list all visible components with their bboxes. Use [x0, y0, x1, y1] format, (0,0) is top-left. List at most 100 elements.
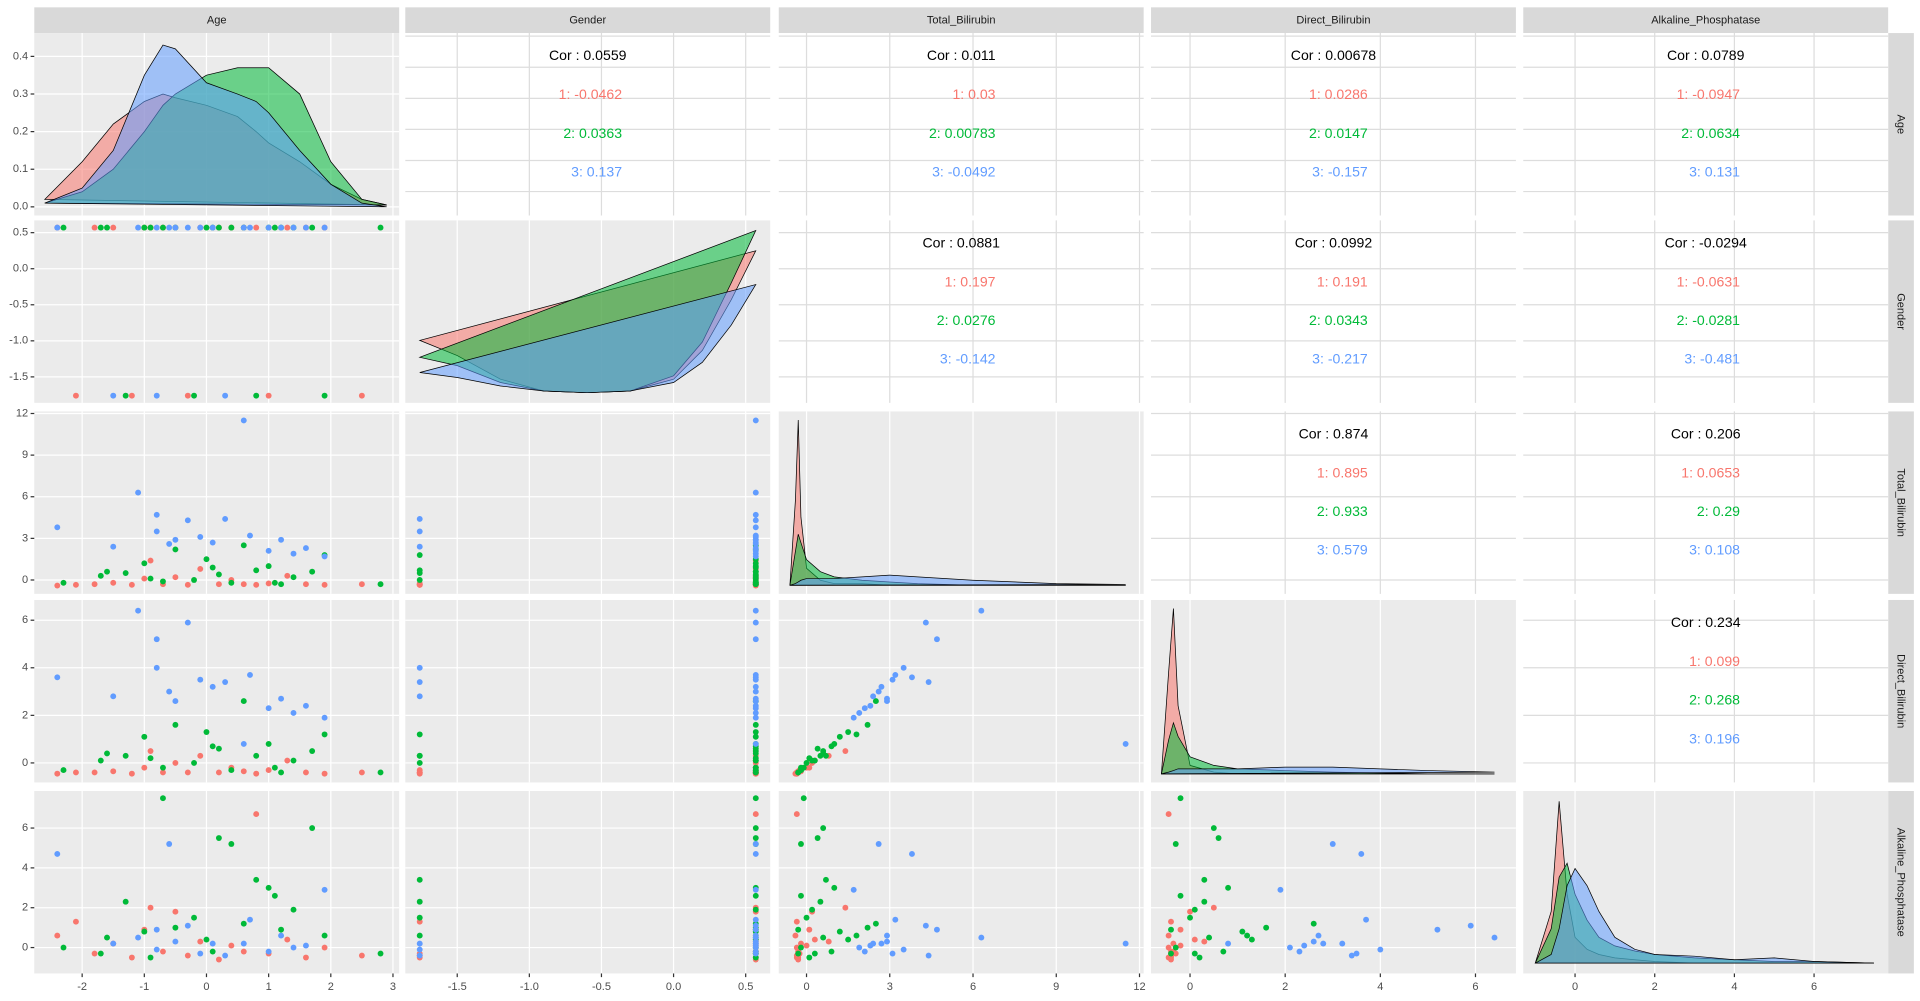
panel-background: [1151, 411, 1516, 594]
scatter-point: [800, 795, 807, 802]
scatter-point: [752, 553, 759, 560]
scatter-point: [54, 224, 61, 231]
scatter-point: [141, 560, 148, 567]
y-tick-label: 0.4: [13, 50, 28, 62]
scatter-point: [1315, 932, 1322, 939]
scatter-point: [141, 928, 148, 935]
scatter-point: [166, 841, 173, 847]
scatter-point: [321, 581, 328, 588]
density-area: [1161, 766, 1495, 775]
scatter-point: [290, 574, 297, 581]
y-tick-label: 0.2: [13, 126, 28, 138]
scatter-point: [278, 224, 285, 231]
strip-label: Age: [207, 15, 227, 27]
scatter-point: [934, 926, 940, 933]
y-tick-label: 4: [22, 662, 28, 674]
scatter-point: [853, 731, 860, 738]
density-area: [44, 44, 387, 208]
scatter-point: [798, 892, 804, 899]
scatter-point: [184, 392, 191, 399]
scatter-point: [795, 769, 802, 776]
scatter-point: [91, 769, 98, 776]
scatter-point: [836, 733, 843, 740]
scatter-point: [104, 934, 110, 941]
scatter-point: [153, 511, 160, 518]
scatter-point: [1286, 944, 1293, 951]
scatter-point: [803, 942, 810, 949]
strip-top: [405, 7, 771, 34]
scatter-point: [253, 770, 260, 777]
scatter-point: [752, 755, 759, 762]
y-tick-label: -1.0: [9, 335, 28, 347]
scatter-point: [752, 795, 759, 802]
scatter-point: [377, 950, 384, 957]
scatter-point: [842, 748, 849, 754]
x-tick-label: -1.5: [448, 981, 467, 993]
scatter-point: [184, 517, 191, 524]
y-tick-label: -1.5: [9, 371, 28, 383]
scatter-point: [752, 764, 759, 771]
scatter-point: [825, 938, 832, 945]
strip-label: Age: [1895, 114, 1907, 134]
y-tick-label: 2: [22, 902, 28, 914]
scatter-point: [358, 392, 365, 399]
scatter-point: [172, 536, 179, 543]
scatter-point: [752, 532, 759, 539]
scatter-point: [752, 511, 759, 518]
scatter-point: [184, 922, 191, 929]
scatter-point: [864, 721, 871, 728]
scatter-point: [253, 876, 260, 883]
x-tick-label: 0: [1572, 981, 1578, 993]
scatter-point: [122, 898, 129, 905]
scatter-point: [240, 920, 247, 927]
panel-background: [778, 411, 1144, 594]
x-tick-label: 4: [1377, 981, 1383, 993]
correlation-group: 2: 0.29: [1697, 503, 1740, 519]
scatter-point: [278, 932, 285, 939]
scatter-point: [377, 581, 384, 588]
scatter-point: [271, 224, 278, 231]
scatter-point: [128, 770, 135, 777]
scatter-point: [416, 932, 423, 939]
panel-background: [1523, 599, 1889, 783]
scatter-point: [1310, 938, 1317, 945]
strip-label: Total_Bilirubin: [927, 15, 996, 27]
scatter-point: [817, 898, 824, 905]
y-tick-label: 6: [22, 491, 28, 503]
scatter-point: [752, 695, 759, 702]
scatter-point: [240, 948, 247, 955]
scatter-point: [1177, 942, 1184, 949]
scatter-point: [1215, 835, 1222, 841]
scatter-point: [416, 577, 423, 583]
scatter-point: [752, 916, 759, 923]
scatter-point: [197, 534, 204, 540]
scatter-point: [110, 392, 117, 399]
scatter-point: [141, 764, 148, 771]
scatter-point: [925, 679, 932, 685]
correlation-overall: Cor : 0.0992: [1295, 234, 1373, 250]
scatter-point: [922, 619, 929, 626]
scatter-point: [228, 224, 235, 231]
strip-right: [1888, 411, 1914, 594]
correlation-group: 2: 0.0363: [563, 125, 622, 141]
scatter-point: [925, 952, 932, 959]
scatter-point: [278, 581, 285, 588]
scatter-point: [792, 932, 799, 939]
scatter-point: [265, 705, 272, 712]
scatter-point: [172, 546, 179, 553]
scatter-point: [271, 764, 278, 771]
y-tick-label: 3: [22, 532, 28, 544]
y-tick-label: 0.3: [13, 88, 28, 100]
scatter-point: [54, 851, 61, 857]
scatter-point: [215, 224, 222, 231]
scatter-point: [795, 950, 802, 957]
panel-background: [405, 599, 771, 783]
scatter-point: [416, 516, 423, 522]
scatter-point: [798, 944, 804, 951]
scatter-point: [203, 556, 210, 563]
scatter-point: [752, 540, 759, 547]
scatter-point: [1491, 934, 1498, 941]
scatter-point: [1191, 936, 1198, 943]
scatter-point: [803, 914, 810, 921]
y-tick-label: 12: [16, 407, 28, 419]
